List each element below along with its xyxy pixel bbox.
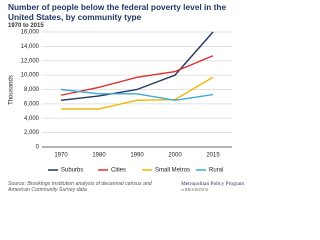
x-tick-label: 2000 xyxy=(168,153,182,159)
logo-subtext: at BROOKINGS xyxy=(181,187,209,192)
legend-label: Suburbs xyxy=(61,168,83,174)
series-line xyxy=(61,76,214,110)
chart-title: Number of people below the federal pover… xyxy=(8,2,227,22)
legend-label: Small Metros xyxy=(155,168,190,174)
chart-subtitle: 1970 to 2015 xyxy=(8,23,44,29)
series-line xyxy=(60,31,214,101)
logo-text: Metropolitan Policy Program xyxy=(181,181,245,187)
x-tick-label: 1980 xyxy=(92,153,106,159)
x-tick-label: 1990 xyxy=(130,153,144,159)
y-tick-label: 0 xyxy=(36,145,40,151)
y-tick-label: 4,000 xyxy=(24,116,40,122)
page: {"chart_data":{"type":"line", "title":"N… xyxy=(8,2,256,193)
y-tick-label: 16,000 xyxy=(21,30,40,36)
legend-label: Rural xyxy=(209,168,223,174)
y-tick-label: 10,000 xyxy=(21,73,40,79)
y-tick-label: 6,000 xyxy=(24,101,40,107)
y-tick-label: 12,000 xyxy=(21,58,40,64)
y-tick-label: 14,000 xyxy=(21,44,40,50)
series-line xyxy=(60,88,214,101)
series-line xyxy=(60,55,214,96)
y-tick-label: 2,000 xyxy=(24,130,40,136)
y-axis-label: Thousands xyxy=(9,75,15,105)
x-tick-label: 2015 xyxy=(206,153,220,159)
legend-label: Cities xyxy=(111,168,126,174)
chart: Thousands 0 2,000 4,000 6,000 8,000 10,000 12,… xyxy=(9,30,232,174)
x-tick-label: 1970 xyxy=(54,153,68,159)
source-note: Source: Brookings Institution analysis o… xyxy=(8,181,152,193)
logo: Metropolitan Policy Program at BROOKINGS xyxy=(181,181,256,193)
y-tick-label: 8,000 xyxy=(24,87,40,93)
